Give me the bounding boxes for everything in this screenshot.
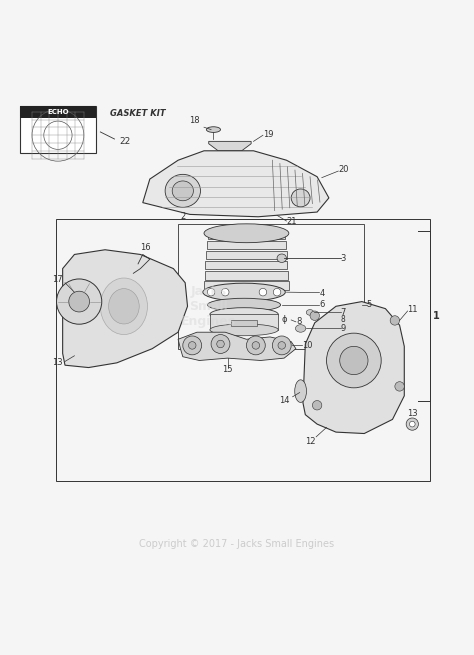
- Ellipse shape: [306, 310, 314, 315]
- Bar: [210, 314, 278, 330]
- Text: 11: 11: [408, 305, 418, 314]
- Circle shape: [207, 288, 215, 296]
- Ellipse shape: [109, 289, 139, 324]
- Text: 13: 13: [408, 409, 418, 418]
- Circle shape: [340, 346, 368, 375]
- Ellipse shape: [291, 189, 310, 207]
- Text: Copyright © 2017 - Jacks Small Engines: Copyright © 2017 - Jacks Small Engines: [139, 539, 335, 550]
- Circle shape: [183, 336, 201, 355]
- Polygon shape: [63, 250, 188, 367]
- Circle shape: [69, 291, 90, 312]
- Text: 12: 12: [305, 437, 315, 446]
- Text: 8: 8: [296, 317, 301, 326]
- Ellipse shape: [295, 325, 306, 332]
- Text: 13: 13: [52, 358, 62, 367]
- Bar: [55, 219, 430, 481]
- Circle shape: [410, 421, 415, 427]
- Polygon shape: [303, 301, 404, 434]
- Circle shape: [211, 335, 230, 354]
- Circle shape: [312, 401, 322, 410]
- Polygon shape: [178, 332, 296, 360]
- Circle shape: [189, 342, 196, 349]
- Circle shape: [390, 316, 400, 325]
- Circle shape: [221, 288, 229, 296]
- Text: Jacks
Small
Engines: Jacks Small Engines: [181, 285, 237, 328]
- Text: ECHO: ECHO: [47, 109, 69, 115]
- Circle shape: [217, 340, 224, 348]
- Polygon shape: [143, 151, 329, 217]
- Text: 22: 22: [119, 137, 130, 146]
- Ellipse shape: [208, 298, 281, 312]
- Bar: [205, 271, 288, 280]
- Circle shape: [259, 288, 267, 296]
- Bar: [20, 106, 96, 153]
- Bar: [205, 261, 287, 269]
- Text: ϕ: ϕ: [282, 314, 287, 324]
- Bar: [20, 106, 96, 118]
- Circle shape: [406, 418, 419, 430]
- Circle shape: [56, 279, 102, 324]
- Text: 16: 16: [140, 243, 150, 252]
- Text: 10: 10: [302, 341, 312, 350]
- Circle shape: [273, 336, 291, 355]
- Circle shape: [310, 311, 319, 320]
- Bar: [178, 224, 364, 348]
- Text: 9: 9: [341, 324, 346, 333]
- Ellipse shape: [206, 127, 220, 132]
- Ellipse shape: [172, 181, 193, 200]
- Bar: [231, 320, 257, 326]
- Bar: [208, 231, 285, 239]
- Circle shape: [327, 333, 381, 388]
- Ellipse shape: [165, 174, 201, 208]
- Text: 20: 20: [338, 165, 349, 174]
- Ellipse shape: [295, 380, 307, 402]
- Text: 17: 17: [52, 275, 62, 284]
- Ellipse shape: [210, 324, 278, 336]
- Bar: [206, 251, 287, 259]
- Text: 15: 15: [222, 365, 233, 375]
- Ellipse shape: [277, 254, 286, 263]
- Ellipse shape: [210, 308, 278, 321]
- Circle shape: [246, 336, 265, 355]
- Text: GASKET KIT: GASKET KIT: [110, 109, 165, 118]
- Text: 21: 21: [286, 217, 297, 227]
- Text: 3: 3: [341, 253, 346, 263]
- Text: 1: 1: [433, 310, 439, 321]
- Circle shape: [278, 342, 285, 349]
- Ellipse shape: [100, 278, 147, 335]
- Text: 19: 19: [263, 130, 273, 139]
- Circle shape: [395, 382, 404, 391]
- Polygon shape: [209, 141, 251, 151]
- Text: 7: 7: [341, 308, 346, 317]
- Circle shape: [273, 288, 281, 296]
- Text: 8: 8: [341, 314, 346, 324]
- Text: 6: 6: [319, 301, 325, 309]
- Text: 5: 5: [366, 301, 372, 309]
- Ellipse shape: [203, 283, 285, 301]
- Circle shape: [252, 342, 260, 349]
- Ellipse shape: [204, 224, 289, 243]
- Text: 4: 4: [319, 289, 325, 297]
- Text: 14: 14: [279, 396, 289, 405]
- Bar: [207, 240, 286, 249]
- Text: 18: 18: [189, 116, 200, 125]
- Text: 2: 2: [181, 212, 186, 221]
- Bar: [204, 282, 289, 290]
